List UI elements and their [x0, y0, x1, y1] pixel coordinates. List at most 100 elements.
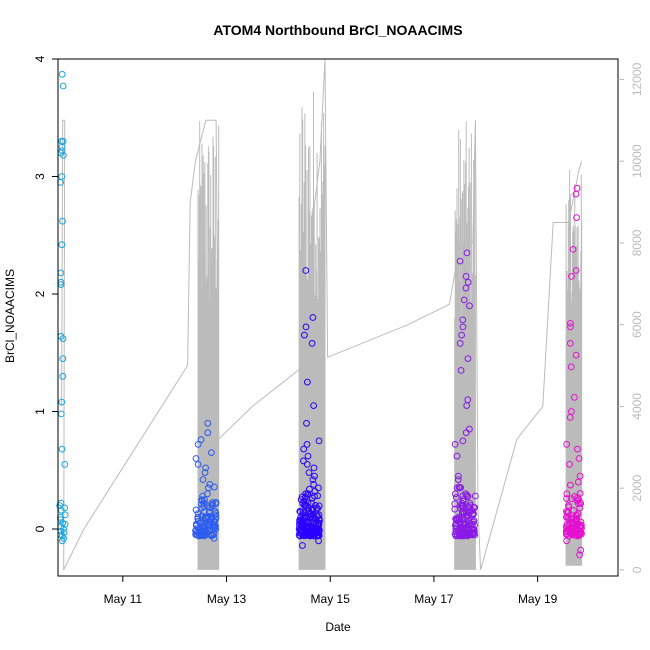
data-point [464, 278, 472, 286]
data-point [211, 483, 218, 491]
data-point [461, 527, 469, 535]
data-point [459, 497, 467, 505]
data-point [59, 82, 67, 90]
data-point [566, 461, 573, 468]
data-point [304, 499, 312, 507]
data-point [451, 441, 459, 448]
data-point [59, 217, 66, 225]
plot-frame [57, 58, 619, 577]
altitude-track-layer [61, 58, 583, 571]
data-point [60, 152, 67, 159]
data-point [309, 476, 317, 484]
x-tick-label: May 19 [518, 592, 558, 606]
data-point [465, 531, 473, 539]
data-point [563, 490, 571, 498]
data-point [299, 542, 306, 549]
x-tick-label: May 15 [311, 592, 351, 606]
data-point [469, 518, 477, 526]
y-tick-label: 3 [33, 173, 47, 180]
data-point [206, 504, 214, 512]
data-point [59, 372, 67, 380]
data-point [453, 531, 461, 539]
x-tick-label: May 13 [207, 592, 247, 606]
data-point [455, 472, 462, 480]
data-point [58, 398, 66, 406]
y2-tick-label: 12000 [630, 62, 644, 96]
scatter-points-layer [56, 70, 585, 559]
data-point [300, 445, 308, 453]
data-point [298, 493, 306, 501]
data-point [570, 527, 577, 535]
data-point [567, 320, 574, 327]
data-point [311, 492, 318, 500]
data-point [459, 316, 467, 324]
y2-tick-label: 4000 [630, 393, 644, 420]
data-point [466, 504, 474, 512]
data-point [456, 515, 464, 523]
data-point [464, 493, 471, 501]
data-point [566, 414, 574, 421]
data-point [192, 506, 200, 514]
data-point [577, 546, 585, 554]
data-point [303, 525, 311, 533]
x-axis-label: Date [325, 620, 351, 634]
data-point [303, 419, 310, 427]
data-point [572, 351, 580, 359]
data-point [303, 461, 311, 468]
data-point [299, 511, 307, 518]
data-point [452, 525, 460, 533]
data-point [198, 529, 205, 537]
data-point [452, 515, 460, 523]
y-tick-label: 0 [33, 525, 47, 532]
data-point [467, 507, 475, 515]
data-point [576, 499, 584, 507]
data-point [570, 394, 578, 401]
data-point [457, 532, 465, 540]
data-point [311, 472, 318, 480]
data-point [453, 452, 461, 460]
data-point [299, 531, 307, 539]
data-point [567, 363, 575, 371]
altitude-spike-group [454, 121, 476, 570]
data-point [462, 429, 470, 437]
data-point [208, 449, 215, 457]
data-point [58, 537, 66, 545]
data-point [456, 484, 464, 492]
data-point [199, 492, 207, 500]
data-point [574, 478, 582, 486]
data-point [314, 529, 322, 537]
data-point [563, 441, 571, 448]
y-axis-label: BrCl_NOAACIMS [3, 269, 17, 363]
chart-title: ATOM4 Northbound BrCl_NOAACIMS [213, 22, 462, 38]
data-point [202, 464, 210, 472]
data-point [457, 367, 465, 374]
data-point [451, 500, 459, 508]
data-point [194, 461, 202, 468]
data-point [302, 493, 309, 501]
data-point [57, 269, 65, 277]
data-point [456, 257, 464, 265]
data-point [193, 521, 201, 529]
series-5 [562, 184, 585, 559]
data-point [458, 331, 466, 339]
series-2 [192, 419, 220, 542]
data-point [567, 515, 574, 523]
data-point [309, 510, 317, 518]
data-point [567, 520, 574, 528]
series-3 [295, 267, 323, 549]
data-point [573, 512, 581, 520]
data-point [201, 469, 209, 477]
data-point [458, 508, 466, 516]
x-tick-label: May 17 [414, 592, 454, 606]
data-point [452, 494, 460, 501]
data-point [563, 537, 570, 545]
data-point [301, 529, 309, 537]
y-tick-label: 2 [33, 290, 47, 297]
data-point [576, 472, 584, 480]
data-point [204, 419, 212, 427]
data-point [57, 410, 65, 418]
data-point [212, 509, 220, 517]
data-point [303, 441, 311, 448]
